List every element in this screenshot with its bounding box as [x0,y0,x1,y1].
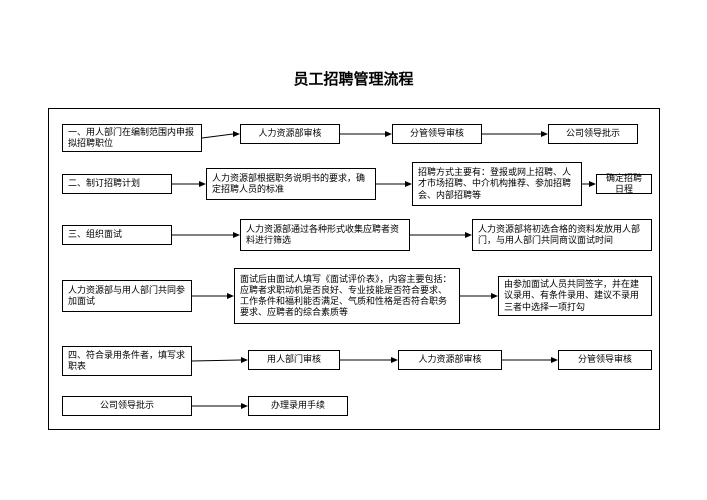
node-r2n3: 招聘方式主要有：登报或网上招聘、人才市场招聘、中介机构推荐、参加招聘会、内部招聘… [412,162,582,206]
node-r3n2: 人力资源部通过各种形式收集应聘者资料进行筛选 [240,219,410,251]
flowchart-title: 员工招聘管理流程 [0,68,707,89]
node-r4n2: 面试后由面试人填写《面试评价表》，内容主要包括：应聘者求职动机是否良好、专业技能… [234,268,460,324]
node-r5n1: 四、符合录用条件者，填写求职表 [62,346,192,376]
node-r5n4: 分管领导审核 [558,350,652,370]
node-r5n3: 人力资源部审核 [398,350,502,370]
node-r2n1: 二、制订招聘计划 [62,174,172,194]
page: { "type": "flowchart", "canvas": { "widt… [0,0,707,500]
node-r1n2: 人力资源部审核 [240,124,340,144]
node-r3n1: 三、组织面试 [62,225,172,245]
node-r1n1: 一、用人部门在编制范围内申报拟招聘职位 [62,124,202,152]
node-r3n3: 人力资源部将初选合格的资料发放用人部门，与用人部门共同商议面试时间 [472,219,652,251]
node-r1n4: 公司领导批示 [548,124,638,144]
node-r6n2: 办理录用手续 [248,396,348,416]
node-r6n1: 公司领导批示 [62,396,192,416]
node-r1n3: 分管领导审核 [392,124,482,144]
node-r2n4: 确定招聘日程 [596,174,652,194]
node-r4n1: 人力资源部与用人部门共同参加面试 [62,280,192,312]
node-r2n2: 人力资源部根据职务说明书的要求，确定招聘人员的标准 [206,168,376,200]
node-r4n3: 由参加面试人员共同签字，并在建议录用、有条件录用、建议不录用三者中选择一项打勾 [498,276,652,316]
node-r5n2: 用人部门审核 [248,350,340,370]
